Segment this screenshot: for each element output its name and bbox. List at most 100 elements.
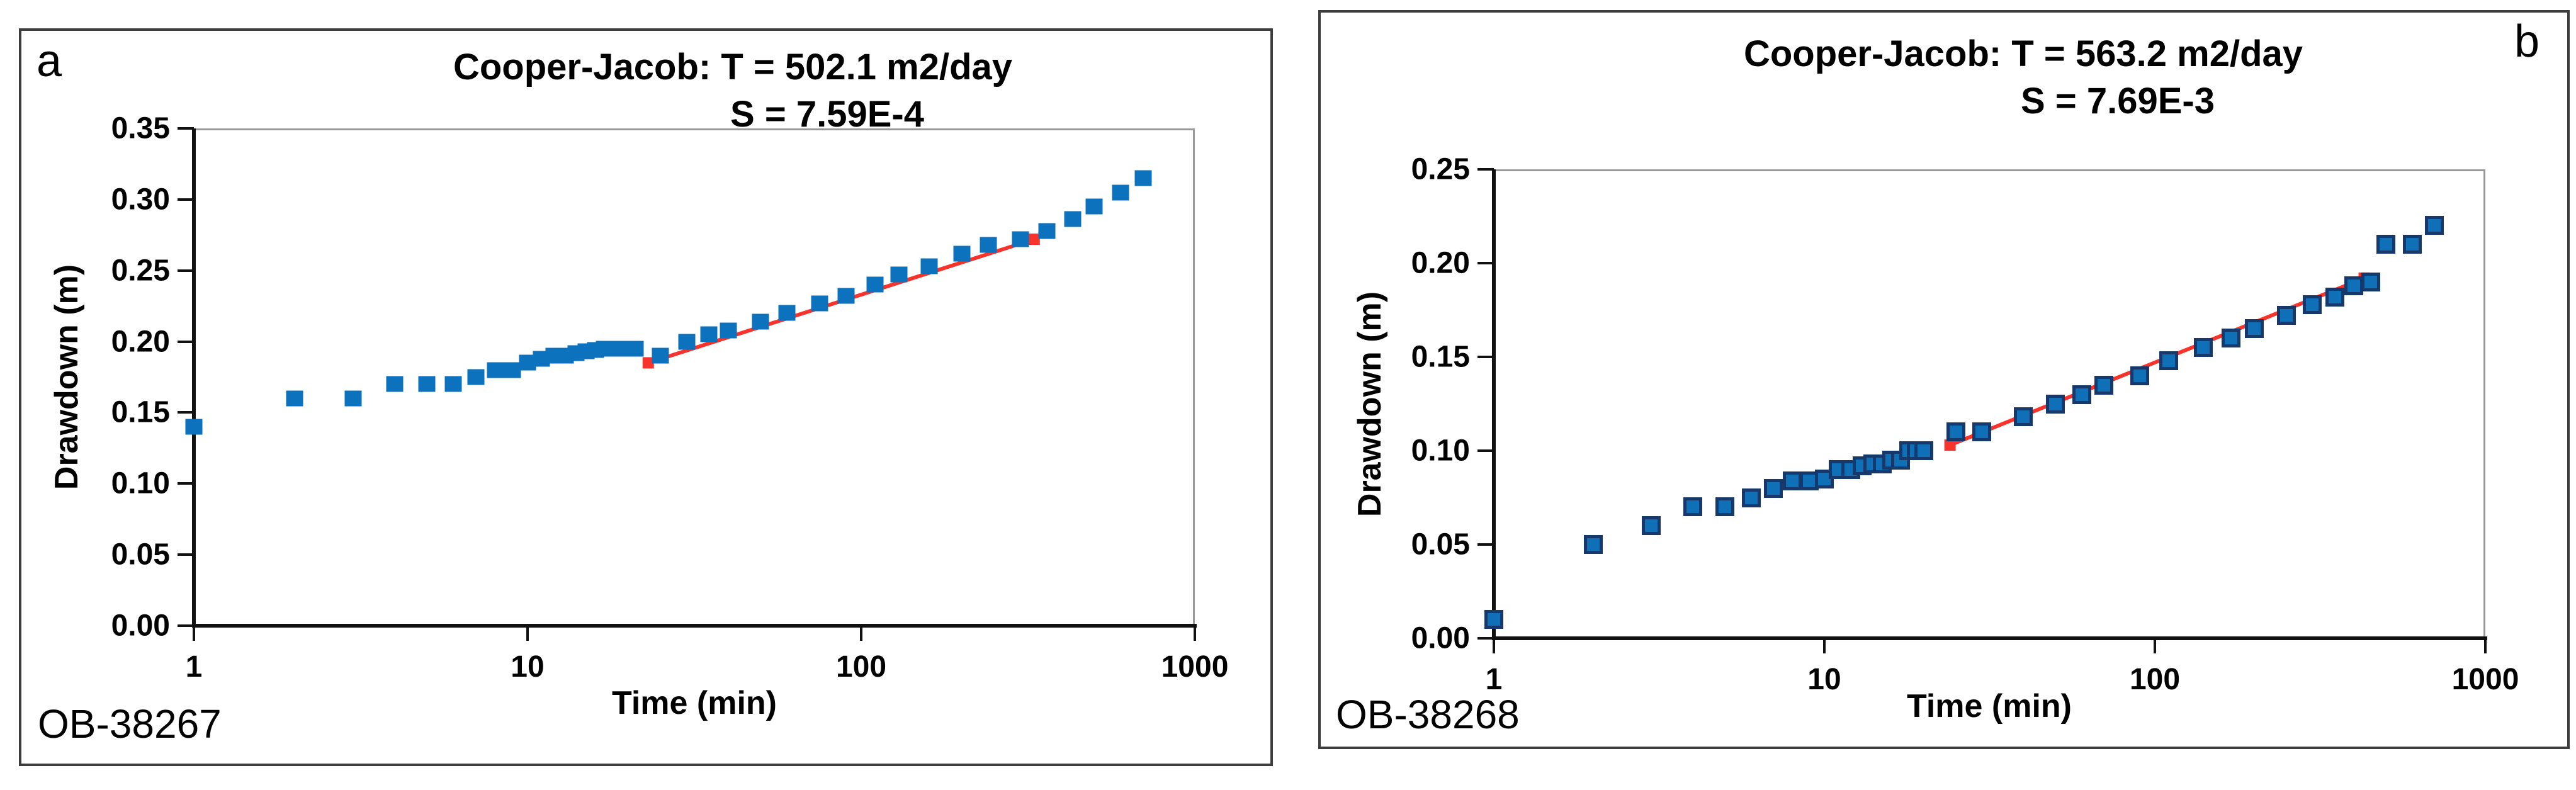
data-point-marker	[1112, 184, 1129, 201]
chart-title-b-line1: Cooper-Jacob: T = 563.2 m2/day	[1743, 33, 2303, 74]
y-tick-mark	[178, 340, 194, 343]
data-point-marker	[890, 266, 908, 283]
data-point-marker	[866, 276, 884, 293]
data-point-marker	[2094, 375, 2113, 395]
panel-letter-a: a	[37, 36, 62, 86]
y-tick-mark	[1477, 168, 1494, 171]
data-point-marker	[504, 362, 521, 378]
data-point-marker	[700, 326, 718, 342]
data-point-marker	[678, 334, 696, 350]
data-point-marker	[2130, 366, 2149, 385]
x-tick-label: 10	[511, 650, 545, 684]
y-tick-label: 0.10	[111, 466, 170, 500]
data-point-marker	[386, 376, 404, 392]
plot-area-frame	[194, 128, 1195, 626]
x-tick-label: 10	[1807, 663, 1841, 696]
data-point-marker	[1064, 211, 1082, 227]
x-tick-mark	[1194, 626, 1196, 641]
data-point-marker	[2402, 235, 2422, 254]
data-point-marker	[418, 376, 436, 392]
y-tick-mark	[178, 411, 194, 414]
data-point-marker	[2159, 351, 2178, 370]
data-point-marker	[185, 419, 203, 435]
data-point-marker	[2303, 295, 2322, 314]
well-label-a: OB-38267	[38, 701, 222, 747]
data-point-marker	[1584, 535, 1603, 554]
x-axis-title-a: Time (min)	[612, 685, 777, 721]
data-point-marker	[286, 390, 303, 407]
data-point-marker	[1715, 497, 1734, 517]
data-point-marker	[2376, 235, 2395, 254]
data-point-marker	[953, 245, 971, 262]
y-tick-label: 0.10	[1411, 434, 1470, 468]
data-point-marker	[778, 305, 796, 321]
data-point-marker	[1642, 516, 1661, 536]
data-point-marker	[1012, 231, 1029, 247]
y-tick-label: 0.20	[1411, 246, 1470, 280]
data-point-marker	[837, 288, 855, 304]
x-axis-line	[192, 624, 1197, 628]
panel-letter-b: b	[2514, 16, 2539, 67]
y-tick-mark	[178, 624, 194, 627]
well-label-b: OB-38268	[1336, 692, 1520, 737]
data-point-marker	[1914, 441, 1934, 460]
chart-title-b: Cooper-Jacob: T = 563.2 m2/day S = 7.69E…	[1646, 30, 2401, 125]
chart-panel-a: a Cooper-Jacob: T = 502.1 m2/day S = 7.5…	[19, 28, 1273, 766]
data-point-marker	[2045, 394, 2065, 414]
data-point-marker	[1134, 170, 1152, 186]
y-tick-mark	[1477, 356, 1494, 358]
data-point-marker	[920, 258, 938, 274]
y-axis-line	[192, 128, 196, 628]
y-tick-label: 0.20	[111, 325, 170, 359]
data-point-marker	[1946, 422, 1965, 442]
data-point-marker	[980, 237, 997, 253]
chart-title-a-line2: S = 7.59E-4	[730, 94, 924, 135]
y-tick-label: 0.05	[1411, 528, 1470, 561]
y-tick-mark	[1477, 637, 1494, 640]
x-axis-line	[1492, 636, 2487, 640]
data-point-marker	[1085, 198, 1103, 215]
x-tick-mark	[1493, 638, 1495, 653]
data-point-marker	[467, 369, 485, 385]
data-point-marker	[811, 295, 828, 312]
data-point-marker	[487, 362, 504, 378]
y-tick-mark	[178, 553, 194, 556]
data-point-marker	[2344, 276, 2364, 295]
x-tick-mark	[860, 626, 862, 641]
data-point-marker	[1683, 497, 1703, 517]
y-tick-label: 0.25	[1411, 152, 1470, 186]
y-axis-title-b: Drawdown (m)	[1352, 291, 1388, 517]
y-tick-label: 0.05	[111, 538, 170, 572]
data-point-marker	[720, 322, 737, 338]
data-point-marker	[2014, 407, 2033, 427]
y-tick-mark	[178, 198, 194, 201]
y-tick-mark	[1477, 449, 1494, 452]
x-tick-mark	[193, 626, 195, 641]
y-axis-title-a: Drawdown (m)	[48, 264, 85, 490]
x-tick-label: 100	[2129, 663, 2181, 696]
x-tick-mark	[526, 626, 529, 641]
x-tick-mark	[2154, 638, 2156, 653]
y-tick-label: 0.15	[1411, 340, 1470, 374]
plot-area-frame	[1494, 169, 2485, 638]
data-point-marker	[626, 341, 644, 357]
data-point-marker	[2424, 216, 2444, 235]
data-point-marker	[1038, 223, 1056, 239]
x-tick-label: 1	[1485, 663, 1503, 696]
data-point-marker	[2193, 338, 2213, 358]
data-point-marker	[2245, 319, 2264, 339]
data-point-marker	[444, 376, 462, 392]
data-point-marker	[752, 313, 769, 330]
y-tick-mark	[178, 482, 194, 485]
data-point-marker	[344, 390, 362, 407]
data-point-marker	[2072, 385, 2091, 404]
y-axis-line	[1492, 169, 1496, 640]
x-tick-mark	[1823, 638, 1826, 653]
y-tick-label: 0.25	[111, 254, 170, 288]
x-tick-label: 100	[835, 650, 887, 684]
chart-title-b-line2: S = 7.69E-3	[2021, 81, 2215, 122]
y-tick-label: 0.35	[111, 111, 170, 145]
x-tick-label: 1000	[2451, 663, 2519, 696]
data-point-marker	[1763, 478, 1783, 498]
